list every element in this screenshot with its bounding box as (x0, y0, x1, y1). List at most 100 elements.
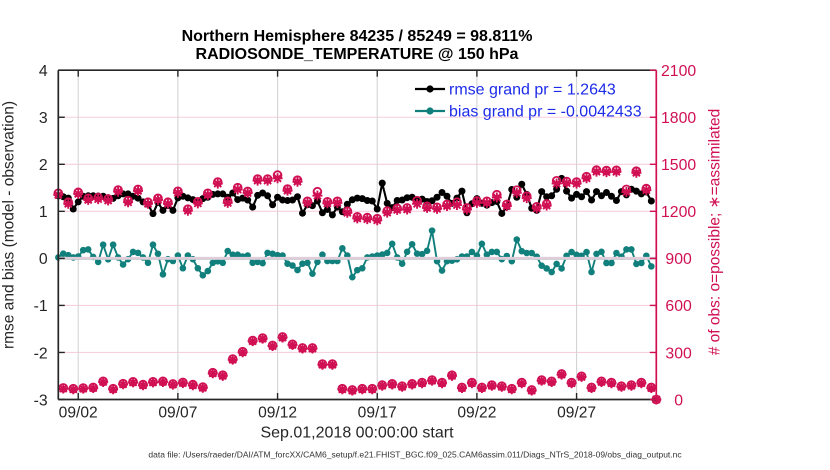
obs-assimilated-marker (446, 370, 457, 381)
obs-assimilated-marker (571, 178, 582, 189)
bias-marker (309, 270, 316, 277)
bias-marker (109, 241, 117, 249)
obs-assimilated-marker (456, 383, 467, 394)
obs-possible-marker (357, 383, 368, 394)
rmse-marker (149, 210, 157, 218)
obs-possible-marker (78, 383, 89, 393)
obs-assimilated-marker (307, 343, 318, 354)
left-y-tick-label: 0 (39, 251, 48, 268)
obs-possible-marker (188, 379, 198, 390)
obs-possible-marker (586, 382, 597, 393)
obs-assimilated-marker (516, 378, 527, 389)
rmse-marker (219, 190, 227, 198)
obs-possible-marker (217, 370, 228, 380)
bias-marker (84, 246, 92, 253)
obs-assimilated-marker (217, 370, 228, 381)
obs-possible-marker (472, 196, 482, 206)
left-y-tick-label: 4 (39, 63, 48, 80)
rmse-marker (647, 197, 655, 205)
obs-possible-marker (442, 199, 452, 210)
rmse-marker (443, 192, 451, 200)
obs-assimilated-marker (347, 385, 358, 396)
obs-possible-marker (561, 176, 572, 187)
rmse-marker (214, 190, 222, 198)
rmse-marker (602, 189, 610, 197)
bias-marker (408, 240, 416, 248)
obs-possible-marker (412, 195, 422, 206)
obs-assimilated-marker (397, 381, 408, 392)
obs-assimilated-marker (626, 380, 637, 391)
bias-marker (129, 248, 137, 256)
left-y-tick-label: 2 (39, 157, 48, 174)
rmse-marker (553, 185, 561, 193)
bias-marker (628, 246, 635, 253)
bias-marker (319, 251, 326, 258)
bias-marker (194, 264, 202, 272)
bias-marker (179, 264, 187, 272)
obs-possible-marker (168, 379, 178, 389)
obs-assimilated-marker (297, 343, 308, 354)
obs-possible-marker (252, 174, 263, 184)
obs-assimilated-marker (422, 202, 433, 213)
obs-assimilated-marker (646, 383, 657, 394)
obs-assimilated-marker (98, 376, 109, 387)
rmse-marker (294, 193, 301, 201)
bias-marker (224, 247, 232, 255)
right-y-tick-label: 0 (674, 392, 683, 409)
obs-possible-marker (212, 177, 223, 187)
obs-assimilated-marker (476, 383, 487, 394)
left-y-tick-label: 1 (39, 204, 48, 221)
bias-marker (229, 251, 237, 258)
obs-count-markers (53, 165, 662, 405)
right-y-tick-label: 600 (665, 298, 692, 315)
bias-marker (573, 251, 580, 259)
rmse-marker (428, 197, 436, 205)
obs-assimilated-marker (586, 383, 597, 394)
obs-assimilated-marker (372, 215, 383, 226)
obs-possible-marker (382, 206, 393, 216)
obs-possible-marker (432, 202, 442, 213)
obs-possible-marker (322, 196, 333, 207)
obs-possible-marker (551, 175, 562, 186)
right-y-tick-label: 2100 (661, 63, 696, 80)
obs-assimilated-marker (382, 207, 393, 218)
bias-marker (304, 259, 311, 267)
rmse-marker (318, 209, 326, 217)
obs-assimilated-marker (427, 375, 438, 386)
obs-possible-marker (103, 194, 113, 204)
obs-possible-marker (83, 193, 93, 204)
obs-possible-marker (581, 171, 592, 182)
obs-assimilated-marker (172, 187, 183, 198)
obs-assimilated-marker (526, 385, 537, 396)
bias-marker (199, 272, 207, 279)
obs-possible-marker (163, 197, 173, 208)
obs-possible-marker (237, 346, 248, 357)
bias-marker (468, 248, 476, 256)
bias-marker (294, 266, 301, 274)
rmse-marker (134, 194, 142, 202)
obs-possible-marker (143, 197, 153, 208)
bias-marker (59, 250, 67, 257)
obs-possible-marker (377, 380, 388, 390)
obs-possible-marker (312, 186, 323, 197)
obs-assimilated-marker (367, 384, 378, 395)
obs-possible-marker (427, 375, 437, 385)
rmse-marker (249, 203, 257, 211)
obs-assimilated-marker (152, 194, 163, 205)
obs-possible-marker (207, 367, 218, 378)
obs-possible-marker (193, 196, 203, 207)
obs-possible-marker (387, 379, 397, 389)
obs-assimilated-marker (641, 185, 652, 196)
rmse-marker (313, 197, 321, 205)
obs-assimilated-marker (491, 192, 502, 203)
obs-possible-marker (267, 340, 278, 351)
bias-marker (144, 259, 152, 267)
obs-assimilated-marker (407, 379, 418, 390)
obs-possible-marker (153, 193, 163, 204)
obs-possible-marker (128, 376, 138, 387)
obs-assimilated-marker (58, 383, 69, 394)
x-tick-label: 09/07 (158, 405, 197, 422)
obs-possible-marker (88, 382, 98, 393)
obs-possible-marker (98, 376, 108, 387)
obs-possible-marker (63, 197, 74, 208)
